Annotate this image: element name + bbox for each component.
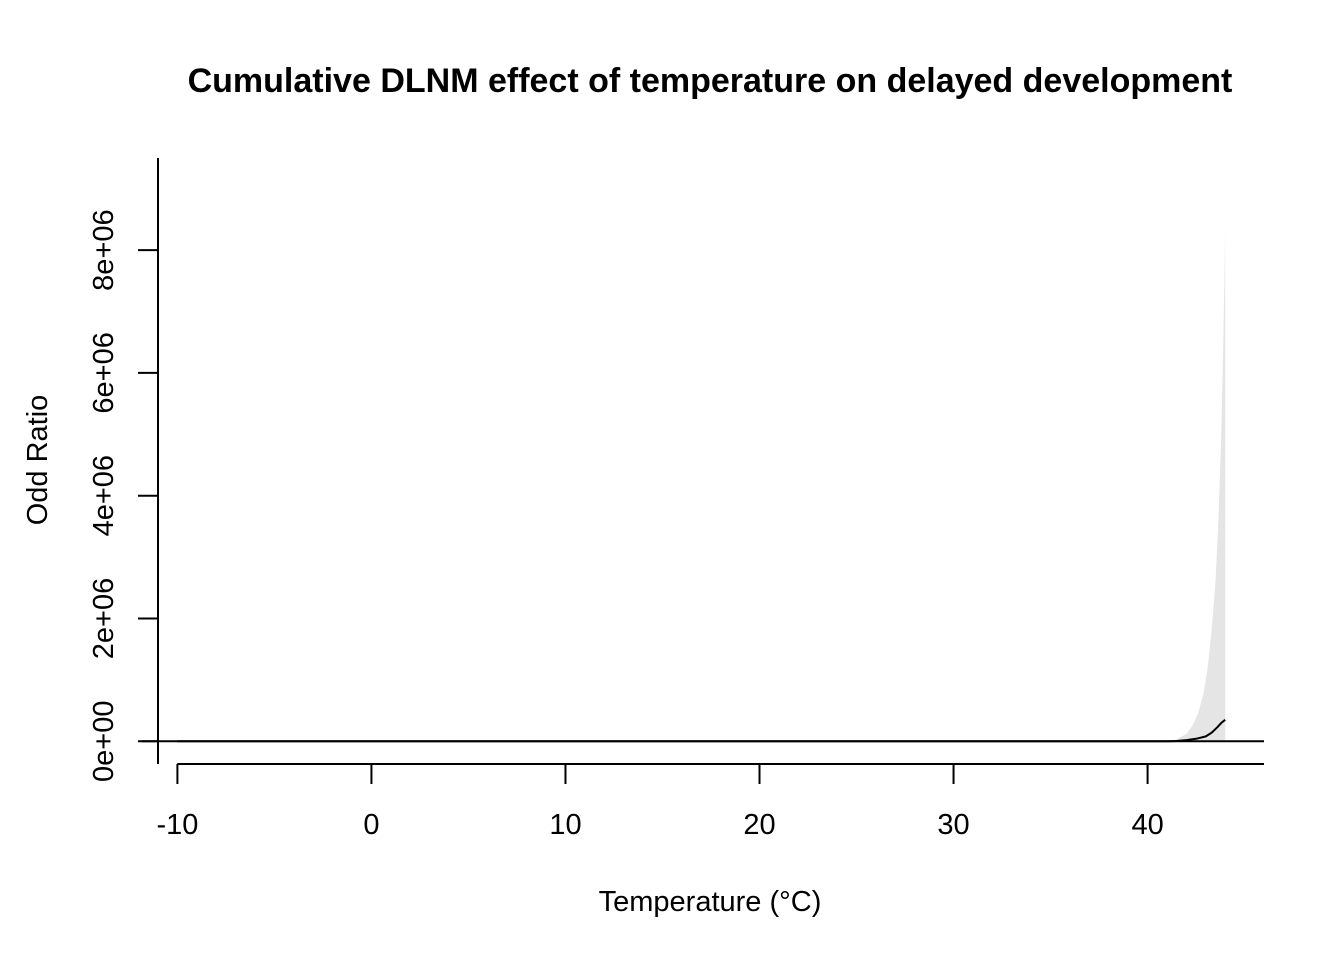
axes: -10 0 10 20 30 40 0e+00 2e+06 4e+06 6e+06 8e+06: [88, 158, 1264, 841]
x-tick-label: -10: [156, 809, 198, 841]
y-tick-label: 2e+06: [88, 578, 120, 659]
y-tick-label: 4e+06: [88, 455, 120, 536]
y-tick-label: 8e+06: [88, 209, 120, 290]
plot-area: [142, 231, 1264, 743]
confidence-band: [177, 231, 1226, 742]
x-tick-label: 20: [743, 809, 775, 841]
x-axis-label: Temperature (°C): [599, 886, 822, 918]
y-axis-label: Odd Ratio: [22, 395, 54, 526]
x-tick-label: 30: [937, 809, 969, 841]
chart-title: Cumulative DLNM effect of temperature on…: [188, 62, 1233, 100]
x-tick-label: 40: [1131, 809, 1163, 841]
x-tick-label: 10: [549, 809, 581, 841]
y-tick-label: 0e+00: [88, 701, 120, 782]
x-tick-label: 0: [363, 809, 379, 841]
estimate-line: [177, 719, 1226, 743]
y-tick-label: 6e+06: [88, 332, 120, 413]
